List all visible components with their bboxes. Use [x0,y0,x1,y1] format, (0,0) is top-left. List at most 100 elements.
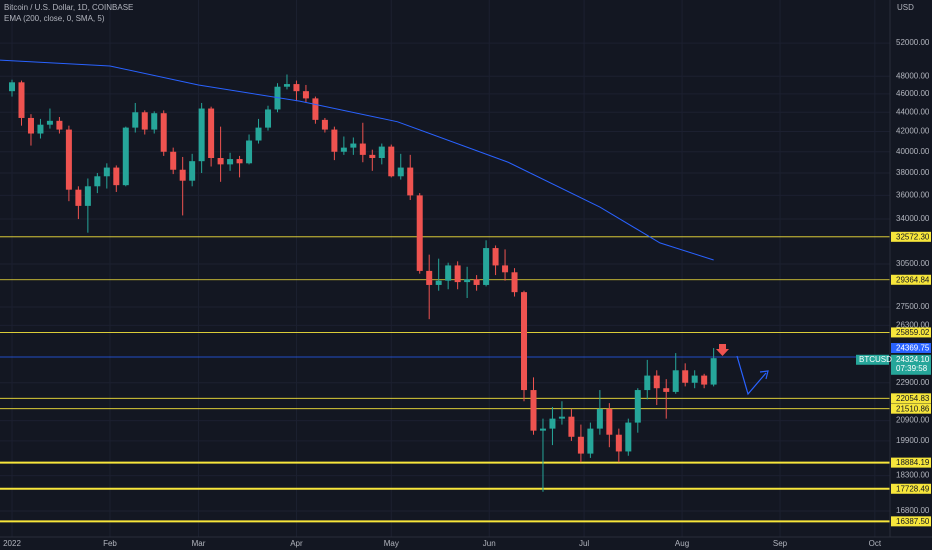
candle-body [397,167,404,177]
candle-body [492,248,499,266]
candle-body [445,265,452,281]
y-tick-label: 34000.00 [896,214,930,223]
y-tick-label: 38000.00 [896,168,930,177]
indicator-label: EMA (200, close, 0, SMA, 5) [4,14,105,23]
candle-body [606,408,613,435]
candle-body [663,388,670,392]
candle-body [179,169,186,181]
y-tick-label: 18300.00 [896,471,930,480]
x-tick-label: May [384,539,399,548]
candle-body [208,108,215,159]
candle-body [568,416,575,437]
candle-body [331,129,338,152]
level-label-box [891,393,931,404]
candle-body [682,370,689,383]
candle-body [691,375,698,383]
candle-body [350,143,357,148]
candle-body [701,375,708,385]
candle-body [189,161,196,181]
candle-body [132,112,139,128]
candle-body [454,265,461,283]
symbol: BTCUSD [859,355,892,364]
x-tick-label: Oct [869,539,882,548]
candle-body [141,112,148,130]
candle-body [56,120,63,130]
level-label-box [891,483,931,494]
candle-body [416,195,423,271]
candle-body [103,167,110,177]
candle-body [549,418,556,429]
symbol-box [856,354,889,365]
candle-body [530,390,537,431]
candle-body [587,428,594,454]
currency: USD [897,3,914,12]
candle-body [558,416,565,419]
price-line-label: 24369.75 [896,344,930,353]
candle-body [151,113,158,130]
candle-body [539,428,546,431]
candle-body [283,84,290,87]
candle-body [615,434,622,452]
candle-body [710,358,717,385]
x-tick-label: Sep [773,539,788,548]
candle-body [407,167,414,196]
candle-body [227,159,234,165]
candle-body [521,292,528,391]
candle-body [65,129,72,190]
candle-body [198,108,205,162]
level-label: 18884.19 [896,458,930,467]
x-tick-label: Mar [192,539,206,548]
ema-line [0,59,714,261]
candle-body [483,248,490,285]
y-tick-label: 52000.00 [896,38,930,47]
candle-body [84,186,91,206]
x-tick-label: Feb [103,539,117,548]
candle-body [435,280,442,285]
level-label-box [891,516,931,527]
x-tick-label: Aug [675,539,689,548]
y-tick-label: 36000.00 [896,190,930,199]
candle-body [511,272,518,293]
level-label: 32572.30 [896,232,930,241]
level-label: 25859.02 [896,328,930,337]
levels [0,236,890,523]
candle-body [653,375,660,389]
candle-body [293,84,300,92]
level-label-box [891,457,931,468]
level-label: 17728.49 [896,484,930,493]
x-tick-label: Jun [483,539,496,548]
candle-body [312,98,319,120]
candle-body [75,189,82,206]
candle-body [473,279,480,285]
candle-body [321,119,328,130]
y-tick-label: 30500.00 [896,259,930,268]
candle-body [577,436,584,454]
y-tick-label: 44000.00 [896,107,930,116]
candle-body [122,127,129,186]
y-tick-label: 22900.00 [896,378,930,387]
last-price-box [891,354,931,375]
countdown: 07:39:58 [896,364,928,373]
level-label-box [891,274,931,285]
y-tick-label: 19900.00 [896,436,930,445]
candle-body [369,154,376,159]
y-tick-label: 20900.00 [896,416,930,425]
candle-body [672,370,679,392]
y-tick-label: 46000.00 [896,89,930,98]
candle-body [302,91,309,99]
level-label: 21510.86 [896,404,930,413]
candle-body [46,120,53,125]
level-label-box [891,231,931,242]
candle-body [464,279,471,283]
price-line-label-box [891,342,931,353]
candle-body [170,151,177,170]
candle-body [255,127,262,141]
candle-body [94,176,101,187]
level-label-box [891,403,931,414]
y-tick-label: 16800.00 [896,506,930,515]
candle-body [246,140,253,164]
x-tick-label: Jul [579,539,589,548]
candle-body [27,117,34,134]
projection-arrow [736,355,769,396]
